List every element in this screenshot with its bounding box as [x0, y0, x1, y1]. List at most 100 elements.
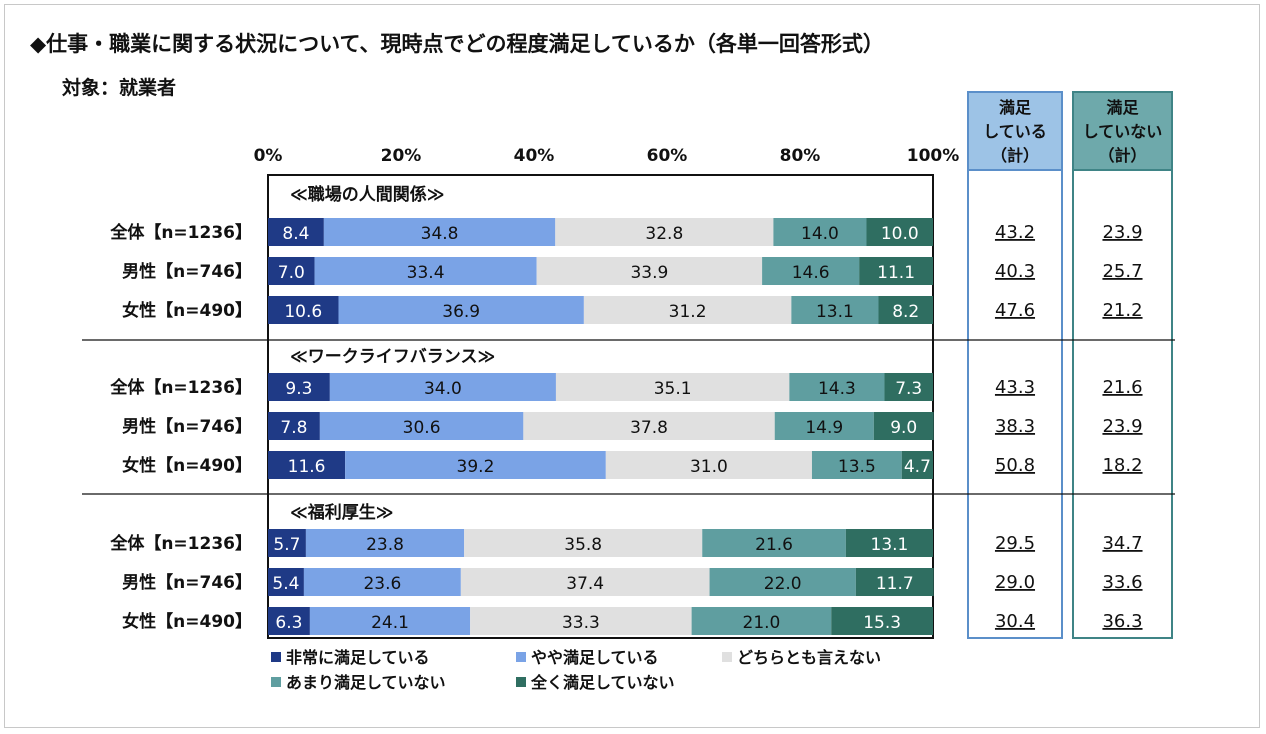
bar-value-label: 7.3	[895, 379, 922, 399]
x-tick-label: 40%	[514, 146, 555, 166]
bar-value-label: 9.0	[890, 418, 917, 438]
dissatisfied-total-value: 34.7	[1102, 533, 1142, 554]
dissatisfied-total-value: 25.7	[1102, 261, 1142, 282]
bar-value-label: 22.0	[764, 574, 802, 594]
bar-segment	[268, 529, 306, 557]
chart-subtitle: 対象：就業者	[62, 77, 177, 99]
bar-value-label: 5.7	[273, 535, 300, 555]
bar-segment	[845, 529, 933, 557]
x-tick-label: 0%	[254, 146, 283, 166]
bar-segment	[345, 451, 606, 479]
bar-value-label: 9.3	[285, 379, 312, 399]
bar-segment	[583, 296, 792, 324]
bar-value-label: 24.1	[371, 613, 409, 633]
bar-segment	[831, 607, 933, 635]
dissatisfied-total-value: 21.2	[1102, 300, 1142, 321]
x-tick-label: 80%	[780, 146, 821, 166]
dissatisfied-total-column-box	[1072, 169, 1173, 639]
bar-segment	[268, 296, 339, 324]
dissatisfied-total-value: 23.9	[1102, 416, 1142, 437]
chart-title: ◆仕事・職業に関する状況について、現時点でどの程度満足しているか（各単一回答形式…	[30, 32, 884, 56]
bar-value-label: 32.8	[645, 224, 683, 244]
bar-segment	[523, 412, 775, 440]
bar-segment	[470, 607, 692, 635]
bar-segment	[866, 218, 933, 246]
bar-value-label: 10.0	[881, 224, 919, 244]
bar-segment	[268, 218, 324, 246]
bar-value-label: 11.6	[288, 457, 326, 477]
bar-value-label: 13.1	[816, 302, 854, 322]
bar-value-label: 33.3	[562, 613, 600, 633]
bar-segment	[329, 373, 556, 401]
satisfied-total-value: 43.3	[995, 377, 1035, 398]
bar-value-label: 11.1	[877, 263, 915, 283]
legend-swatch	[516, 677, 526, 687]
bar-segment	[303, 568, 461, 596]
bar-segment	[555, 218, 774, 246]
bar-value-label: 30.6	[403, 418, 441, 438]
bar-segment	[762, 257, 860, 285]
satisfied-total-column-box	[967, 169, 1063, 639]
bar-segment	[859, 257, 933, 285]
bar-segment	[268, 451, 346, 479]
bar-segment	[268, 568, 304, 596]
dissatisfied-total-value: 23.9	[1102, 222, 1142, 243]
bar-segment	[338, 296, 584, 324]
bar-segment	[855, 568, 934, 596]
bar-segment	[268, 257, 315, 285]
group-title: ≪福利厚生≫	[290, 502, 394, 523]
bar-segment	[555, 373, 790, 401]
legend-label: 全く満足していない	[530, 673, 675, 692]
bar-value-label: 13.1	[871, 535, 909, 555]
legend-swatch	[722, 652, 732, 662]
group-title: ≪職場の人間関係≫	[290, 184, 445, 205]
bar-value-label: 15.3	[863, 613, 901, 633]
row-label: 女性【n=490】	[122, 611, 252, 632]
bar-segment	[319, 412, 524, 440]
bar-value-label: 23.6	[363, 574, 401, 594]
x-tick-label: 60%	[647, 146, 688, 166]
legend-swatch	[516, 652, 526, 662]
bar-segment	[460, 568, 710, 596]
x-tick-label: 100%	[907, 146, 960, 166]
dissatisfied-total-value: 36.3	[1102, 611, 1142, 632]
bar-value-label: 39.2	[457, 457, 495, 477]
satisfied-total-value: 29.5	[995, 533, 1035, 554]
bar-value-label: 35.8	[564, 535, 602, 555]
legend-label: やや満足している	[531, 648, 659, 667]
satisfied-total-value: 30.4	[995, 611, 1035, 632]
bar-segment	[268, 373, 330, 401]
bar-segment	[314, 257, 537, 285]
satisfied-total-value: 29.0	[995, 572, 1035, 593]
bar-segment	[305, 529, 465, 557]
bar-value-label: 35.1	[654, 379, 692, 399]
bar-value-label: 37.8	[630, 418, 668, 438]
bar-value-label: 33.9	[630, 263, 668, 283]
bar-segment	[691, 607, 832, 635]
row-label: 全体【n=1236】	[109, 533, 252, 554]
satisfied-total-value: 43.2	[995, 222, 1035, 243]
bar-value-label: 8.4	[282, 224, 309, 244]
satisfied-total-header-text: している	[983, 122, 1047, 141]
bar-value-label: 14.9	[805, 418, 843, 438]
row-label: 全体【n=1236】	[109, 377, 252, 398]
satisfied-total-header-text: 満足	[999, 98, 1032, 117]
bar-value-label: 7.8	[280, 418, 307, 438]
bar-segment	[774, 412, 874, 440]
bar-value-label: 31.0	[690, 457, 728, 477]
bar-value-label: 4.7	[904, 457, 931, 477]
satisfied-total-header-text: （計）	[991, 146, 1039, 165]
satisfied-total-value: 50.8	[995, 455, 1035, 476]
bar-value-label: 14.6	[792, 263, 830, 283]
bar-segment	[873, 412, 934, 440]
row-label: 男性【n=746】	[122, 416, 252, 437]
satisfied-total-value: 47.6	[995, 300, 1035, 321]
bar-value-label: 33.4	[407, 263, 445, 283]
satisfied-total-header-box	[967, 91, 1063, 171]
dissatisfied-total-header-text: 満足	[1106, 98, 1139, 117]
bar-value-label: 14.3	[818, 379, 856, 399]
satisfied-total-value: 40.3	[995, 261, 1035, 282]
legend-label: 非常に満足している	[286, 648, 430, 667]
row-label: 男性【n=746】	[122, 261, 252, 282]
